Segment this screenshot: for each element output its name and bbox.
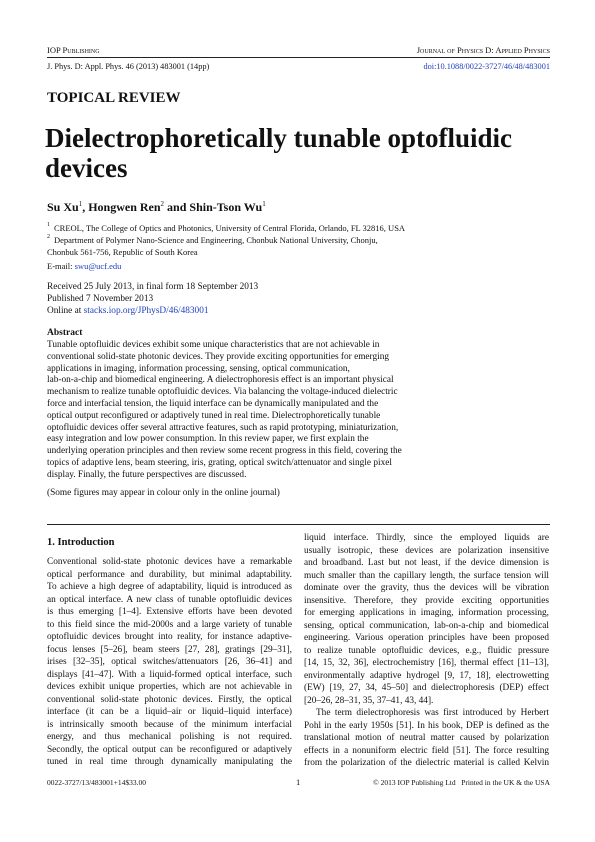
affil-line: Chonbuk 561-756, Republic of South Korea (47, 247, 198, 257)
abstract-line: easy integration and low power consumpti… (47, 434, 369, 445)
body-line: optical performance and durability, but … (47, 569, 292, 580)
journal: Journal of Physics D: Applied Physics (416, 45, 550, 55)
author-separator: , (82, 200, 89, 214)
doi[interactable]: doi:10.1088/0022-3727/46/48/483001 (423, 62, 550, 71)
body-line: usually isotropic, these devices are pol… (304, 545, 549, 556)
abstract-line: Tunable optofluidic devices exhibit some… (47, 340, 380, 350)
body-line: (EW) [19, 27, 34, 45–50] and dielectroph… (304, 683, 549, 693)
email: E-mail: swu@ucf.edu (47, 262, 121, 271)
received: Received 25 July 2013, in final form 18 … (47, 282, 259, 292)
abstract-line: display. Finally, the future perspective… (47, 469, 247, 480)
author-name: Su Xu (47, 200, 79, 214)
body-line: The term dielectrophoresis was first int… (316, 708, 549, 718)
affil-line: CREOL, The College of Optics and Photoni… (54, 223, 406, 233)
body-line: [14, 15, 32, 36], electrochemistry [16],… (304, 658, 549, 668)
body-line: to this field since the mid-2000s and a … (47, 619, 292, 630)
body-line: To achieve a high degree of adaptability… (47, 582, 292, 592)
colour-note: (Some figures may appear in colour only … (47, 488, 280, 498)
body-line: interface (it can be a liquid–air or liq… (47, 707, 292, 717)
abstract-line: optical output reconfigured or adaptivel… (47, 410, 381, 421)
body-line: optofluidic devices brought into reality… (47, 632, 292, 642)
body-line: Secondly, the optical output can be reco… (47, 744, 292, 755)
body-line: [20–26, 28–31, 35, 37–41, 43, 44]. (304, 695, 434, 706)
abstract-line: topics of adaptive lens, beam steering, … (47, 458, 392, 468)
abstract-heading: Abstract (47, 328, 83, 338)
authors: Su Xu1, Hongwen Ren2 and Shin-Tson Wu1 (47, 200, 266, 214)
title-line: devices (45, 153, 128, 183)
abstract-line: force and interfacial tension, the liqui… (47, 399, 379, 409)
body-line: displays [41–47]. With a liquid-formed o… (47, 669, 292, 680)
footer-code: 0022-3727/13/483001+14$33.00 (47, 778, 147, 787)
body-line: tuned in real time through dynamically m… (47, 757, 292, 767)
online-label: Online at (47, 306, 82, 316)
body-line: irises [32–35], optical switches/attenua… (47, 657, 292, 667)
body-line: from the polarization of the dielectric … (304, 758, 549, 768)
title-line: Dielectrophoretically tunable optofluidi… (45, 123, 512, 153)
author-separator: and (164, 200, 190, 214)
body-line: focus lenses [5–26], beam steers [27, 28… (47, 644, 292, 655)
email-label: E-mail: (47, 261, 73, 271)
body-line: an optical interface. A new class of tun… (47, 594, 292, 605)
body-line: Conventional solid-state photonic device… (47, 557, 292, 567)
body-line: conventional solid-state photonic device… (47, 694, 292, 705)
abstract-line: applications in imaging, information pro… (47, 363, 350, 374)
publisher: IOP Publishing (47, 45, 100, 55)
author-affil: 1 (262, 200, 266, 208)
abstract-line: mechanism to realize tunable optofluidic… (47, 387, 398, 398)
body-line: environmentally adaptive hydrogel [9, 17… (304, 670, 549, 681)
author-name: Shin-Tson Wu (189, 200, 263, 214)
body-line: much smaller than the capillary length, … (304, 570, 549, 581)
body-line: translational motion of neutral matter c… (304, 733, 549, 743)
body-line: energy, and thus mechanical polishing is… (47, 732, 292, 742)
abstract-line: optofluidic devices offer several attrac… (47, 422, 399, 433)
body-line: devices exhibit unique properties, which… (47, 682, 292, 692)
body-line: liquid interface. Thirdly, since the emp… (304, 533, 549, 543)
published: Published 7 November 2013 (47, 294, 154, 304)
affil-mark: 2 (47, 234, 50, 240)
abstract-line: conventional solid-state photonic device… (47, 351, 390, 362)
body-line: Pohl in the early 1950s [51]. In his boo… (304, 720, 549, 731)
body-line: and broadband. Last but not least, if th… (304, 558, 549, 568)
affil-line: Department of Polymer Nano-Science and E… (54, 235, 378, 245)
body-line: engineering. Various operation principle… (304, 633, 549, 643)
section-heading: 1. Introduction (47, 537, 115, 548)
abstract-line: underlying operation principles and then… (47, 446, 402, 457)
citation: J. Phys. D: Appl. Phys. 46 (2013) 483001… (47, 62, 210, 71)
online-link[interactable]: stacks.iop.org/JPhysD/46/483001 (83, 306, 209, 316)
body-line: for emerging applications in imaging, in… (304, 608, 549, 618)
author-affil: 2 (160, 200, 165, 208)
footer-copyright: © 2013 IOP Publishing Ltd Printed in the… (373, 778, 550, 787)
body-line: is thus emerging [1–4]. Extensive effort… (47, 607, 292, 617)
affil-mark: 1 (47, 222, 50, 228)
author-affil: 1 (78, 200, 83, 208)
body-line: insensitive. Therefore, they provide exc… (304, 595, 549, 606)
rule (47, 524, 550, 525)
body-line: dominate over the gravity, thus the devi… (304, 583, 549, 593)
author-name: Hongwen Ren (88, 200, 161, 214)
page-number: 1 (296, 777, 301, 787)
abstract-line: lab-on-a-chip and biomedical engineering… (47, 375, 394, 386)
email-address[interactable]: swu@ucf.edu (74, 261, 122, 271)
body-line: is intrinsically smooth because of the m… (47, 719, 292, 730)
rule (47, 57, 550, 58)
body-line: to realize tunable optofluidic devices, … (304, 645, 549, 656)
body-line: sensing, optical communication, lab-on-a… (304, 620, 549, 631)
body-line: effects in a nonuniform electric field [… (304, 745, 549, 756)
section-label: TOPICAL REVIEW (47, 90, 181, 106)
online: Online at stacks.iop.org/JPhysD/46/48300… (47, 306, 209, 316)
